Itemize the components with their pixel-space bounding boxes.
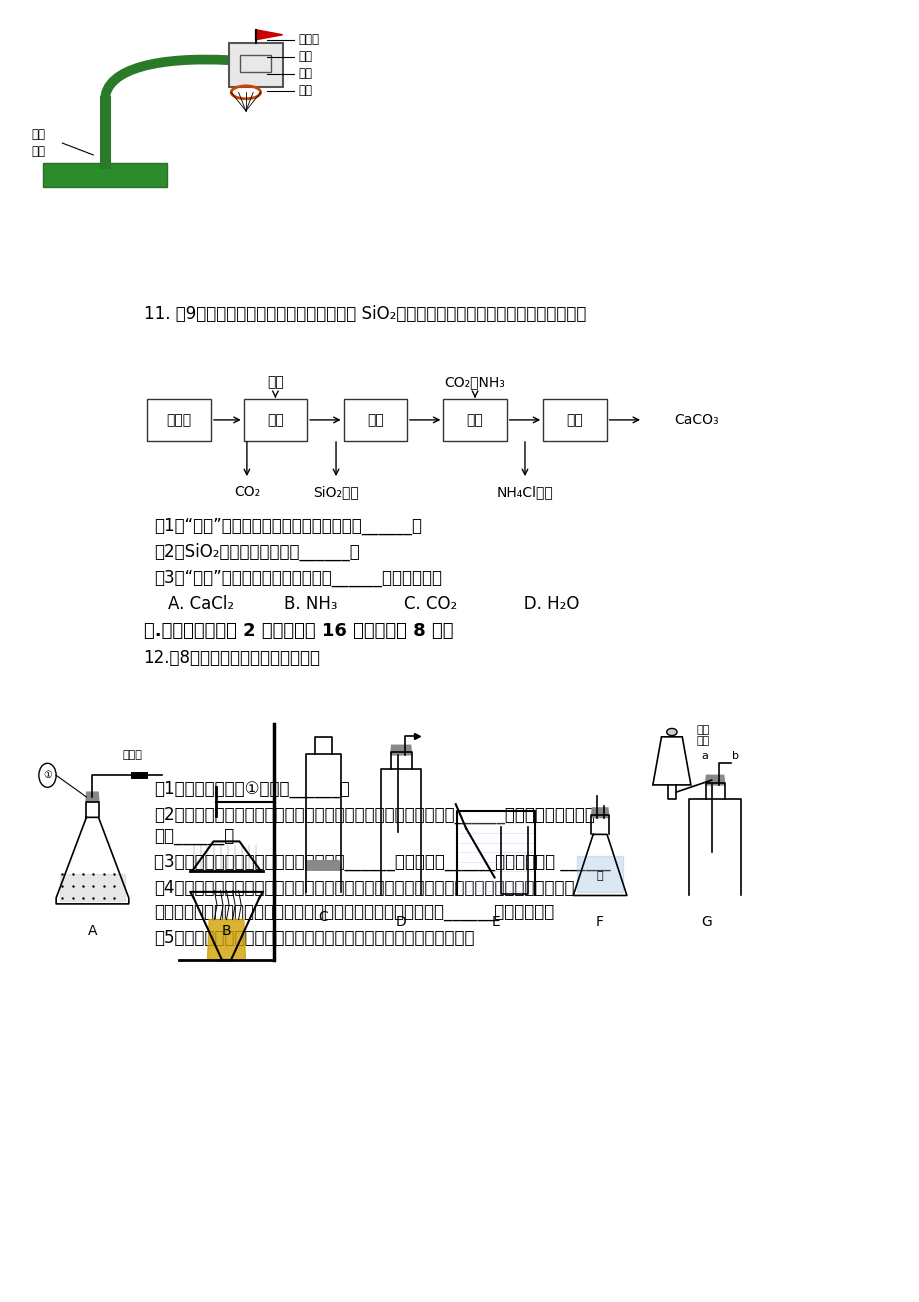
Text: 钢制: 钢制 (31, 128, 45, 141)
Text: 涤纶: 涤纶 (298, 68, 312, 81)
Text: 水: 水 (596, 871, 603, 880)
Text: a: a (700, 751, 708, 760)
Text: F: F (596, 915, 604, 928)
Text: 止水夹: 止水夹 (122, 750, 142, 759)
Text: 过滤: 过滤 (367, 413, 383, 427)
Text: 过滤: 过滤 (566, 413, 583, 427)
Text: C: C (318, 910, 328, 924)
FancyBboxPatch shape (244, 398, 307, 441)
Text: SiO₂固体: SiO₂固体 (312, 486, 358, 499)
Text: 网兜: 网兜 (298, 85, 312, 98)
Text: 三.实验探究题（共 2 小题，满分 16 分，每小题 8 分）: 三.实验探究题（共 2 小题，满分 16 分，每小题 8 分） (143, 622, 452, 641)
Text: 挡板: 挡板 (298, 51, 312, 64)
Text: E: E (492, 915, 500, 928)
Text: 12.（8分）根据如图回答下列问题：: 12.（8分）根据如图回答下列问题： (143, 650, 320, 668)
FancyBboxPatch shape (43, 164, 166, 187)
Text: 分液
漏斗: 分液 漏斗 (696, 725, 709, 746)
Polygon shape (208, 919, 245, 961)
Text: 11. （9分）工业上用优质石灰石（含一定量 SiO₂）作原料制备高纯碳酸钙的过程如图所示。: 11. （9分）工业上用优质石灰石（含一定量 SiO₂）作原料制备高纯碳酸钙的过… (143, 305, 585, 323)
FancyBboxPatch shape (542, 398, 606, 441)
Text: CO₂、NH₃: CO₂、NH₃ (444, 375, 505, 389)
Text: CO₂: CO₂ (233, 486, 260, 499)
Text: A. CaCl₂   B. NH₃    C. CO₂    D. H₂O: A. CaCl₂ B. NH₃ C. CO₂ D. H₂O (168, 595, 579, 613)
Text: ①: ① (43, 771, 51, 780)
Text: （4）氨气是无色、有刺激性气味、极易溶于水的气体，实验室常用加热氪化锨和熟石灰固体混: （4）氨气是无色、有刺激性气味、极易溶于水的气体，实验室常用加热氪化锨和熟石灰固… (154, 879, 574, 897)
Polygon shape (705, 775, 724, 785)
Polygon shape (391, 745, 411, 755)
Text: （5）某化学兴趣小组进行如下组合实验，对二氧化碳的性质进行验证。: （5）某化学兴趣小组进行如下组合实验，对二氧化碳的性质进行验证。 (154, 930, 474, 947)
Text: 式为______。: 式为______。 (154, 828, 234, 846)
Text: 石灰石: 石灰石 (166, 413, 191, 427)
Text: 支架: 支架 (31, 145, 45, 158)
Text: （1）写出图中付器①的名称______。: （1）写出图中付器①的名称______。 (154, 780, 349, 798)
Text: G: G (700, 915, 711, 928)
FancyBboxPatch shape (343, 398, 406, 441)
Text: 转化: 转化 (466, 413, 482, 427)
Text: 玻璃钢: 玻璃钢 (298, 34, 319, 47)
FancyBboxPatch shape (228, 43, 282, 87)
Ellipse shape (666, 728, 676, 736)
Text: 盐酸: 盐酸 (267, 375, 283, 389)
Text: 合物的方法制取氨气，则实验室制取并收集氨气的最佳装置组合是______。（填字母）: 合物的方法制取氨气，则实验室制取并收集氨气的最佳装置组合是______。（填字母… (154, 904, 554, 922)
Polygon shape (591, 809, 608, 818)
Text: （3）实验室制取二氧化碳的化学方程式为______，收集装置______，如何验满？ ______: （3）实验室制取二氧化碳的化学方程式为______，收集装置______，如何验… (154, 853, 610, 871)
Polygon shape (85, 792, 99, 802)
Polygon shape (306, 861, 340, 870)
Text: NH₄Cl溶液: NH₄Cl溶液 (496, 486, 552, 499)
Text: b: b (732, 751, 739, 760)
Text: （3）“转化”过程中参加反应的物质有______（填序号）。: （3）“转化”过程中参加反应的物质有______（填序号）。 (154, 569, 442, 587)
Text: B: B (221, 924, 231, 939)
Polygon shape (255, 30, 282, 40)
Text: 酸溶: 酸溶 (267, 413, 283, 427)
Text: （2）实验室准备用氪酸镉制取比较纯净的氧气，采用的装置组合是______，该反应的化学方程: （2）实验室准备用氪酸镉制取比较纯净的氧气，采用的装置组合是______，该反应… (154, 806, 595, 824)
Text: CaCO₃: CaCO₃ (674, 413, 719, 427)
Text: A: A (87, 924, 97, 939)
FancyBboxPatch shape (147, 398, 210, 441)
Text: （2）SiO₂中硅元素化合价为______。: （2）SiO₂中硅元素化合价为______。 (154, 543, 359, 561)
Text: （1）“酸溶”过程中发生反应的化学方程式为______。: （1）“酸溶”过程中发生反应的化学方程式为______。 (154, 517, 422, 535)
Text: D: D (395, 915, 406, 928)
FancyBboxPatch shape (443, 398, 506, 441)
